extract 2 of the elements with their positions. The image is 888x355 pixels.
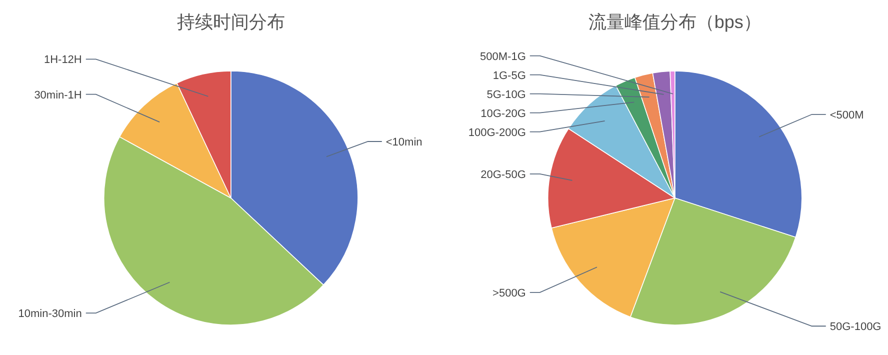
title: 持续时间分布 [176, 12, 285, 32]
title: 流量峰值分布（bps） [588, 12, 762, 32]
